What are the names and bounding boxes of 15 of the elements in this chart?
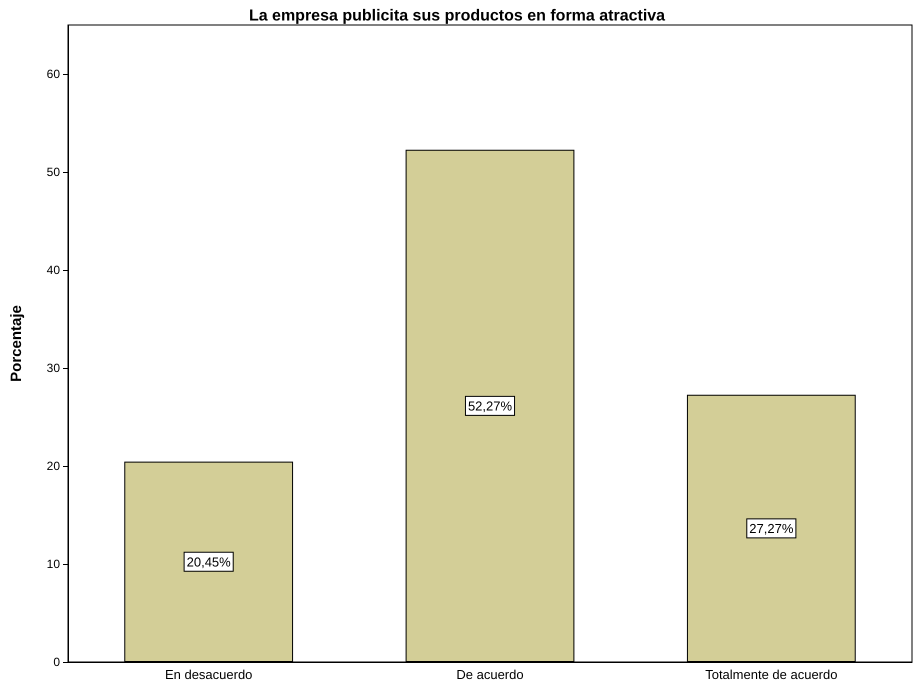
y-tick-label: 60 (46, 67, 60, 81)
y-tick-label: 40 (46, 263, 60, 277)
x-tick-label: De acuerdo (456, 667, 524, 682)
y-tick-label: 50 (46, 165, 60, 179)
y-axis-title: Porcentaje (8, 305, 25, 382)
y-tick-label: 10 (46, 557, 60, 571)
y-tick-label: 20 (46, 459, 60, 473)
chart-title: La empresa publicita sus productos en forma atractiva (248, 8, 666, 24)
x-tick-label: Totalmente de acuerdo (705, 667, 838, 682)
data-label: 27,27% (749, 520, 794, 536)
x-tick-label: En desacuerdo (164, 667, 252, 682)
y-tick-label: 30 (46, 361, 60, 375)
data-label: 20,45% (186, 554, 232, 570)
y-tick-label: 0 (53, 655, 60, 669)
data-label: 52,27% (468, 398, 512, 414)
